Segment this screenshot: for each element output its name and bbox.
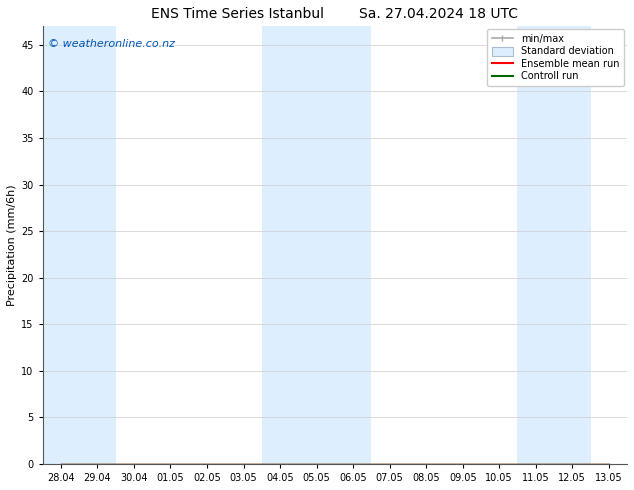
Y-axis label: Precipitation (mm/6h): Precipitation (mm/6h) — [7, 184, 17, 306]
Legend: min/max, Standard deviation, Ensemble mean run, Controll run: min/max, Standard deviation, Ensemble me… — [487, 29, 624, 86]
Title: ENS Time Series Istanbul        Sa. 27.04.2024 18 UTC: ENS Time Series Istanbul Sa. 27.04.2024 … — [152, 7, 519, 21]
Bar — [42, 26, 115, 464]
Bar — [517, 26, 590, 464]
Bar — [262, 26, 372, 464]
Text: © weatheronline.co.nz: © weatheronline.co.nz — [48, 39, 176, 49]
